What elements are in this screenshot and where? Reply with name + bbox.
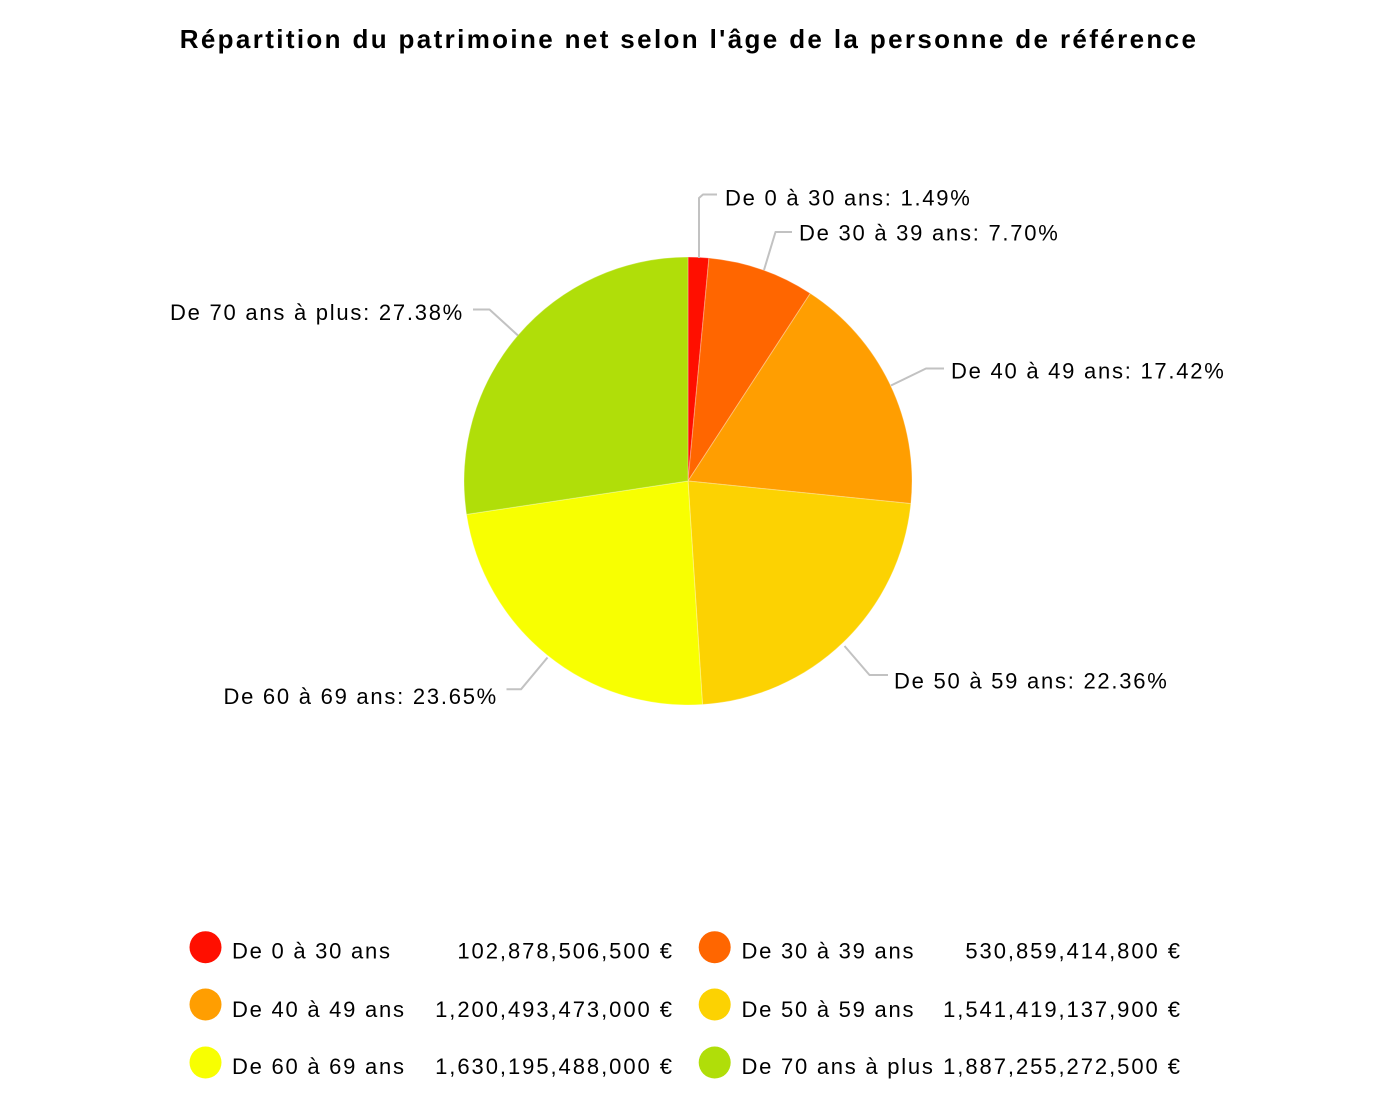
svg-text:1,200,493,473,000 €: 1,200,493,473,000 € (435, 997, 674, 1022)
svg-text:530,859,414,800 €: 530,859,414,800 € (965, 939, 1182, 964)
svg-text:De 0 à 30 ans: 1.49%: De 0 à 30 ans: 1.49% (725, 185, 972, 210)
svg-text:De 30 à 39 ans: 7.70%: De 30 à 39 ans: 7.70% (799, 221, 1060, 246)
svg-text:1,887,255,272,500 €: 1,887,255,272,500 € (943, 1054, 1182, 1079)
svg-text:De 30 à 39 ans: De 30 à 39 ans (742, 939, 916, 964)
svg-text:De 60 à 69 ans: 23.65%: De 60 à 69 ans: 23.65% (223, 684, 498, 709)
svg-text:De 60 à 69 ans: De 60 à 69 ans (232, 1054, 406, 1079)
svg-text:De 70 ans à plus: De 70 ans à plus (742, 1054, 935, 1079)
svg-text:De 50 à 59 ans: De 50 à 59 ans (742, 997, 916, 1022)
svg-text:1,541,419,137,900 €: 1,541,419,137,900 € (943, 997, 1182, 1022)
svg-text:Répartition du patrimoine net: Répartition du patrimoine net selon l'âg… (180, 24, 1199, 54)
svg-text:De 50 à 59 ans: 22.36%: De 50 à 59 ans: 22.36% (894, 669, 1169, 694)
svg-text:De 40 à 49 ans: De 40 à 49 ans (232, 997, 406, 1022)
svg-text:1,630,195,488,000 €: 1,630,195,488,000 € (435, 1054, 674, 1079)
svg-text:102,878,506,500 €: 102,878,506,500 € (457, 939, 674, 964)
svg-text:De 70 ans à plus: 27.38%: De 70 ans à plus: 27.38% (170, 300, 464, 325)
svg-text:De 0 à 30 ans: De 0 à 30 ans (232, 939, 392, 964)
svg-text:De 40 à 49 ans: 17.42%: De 40 à 49 ans: 17.42% (951, 359, 1226, 384)
